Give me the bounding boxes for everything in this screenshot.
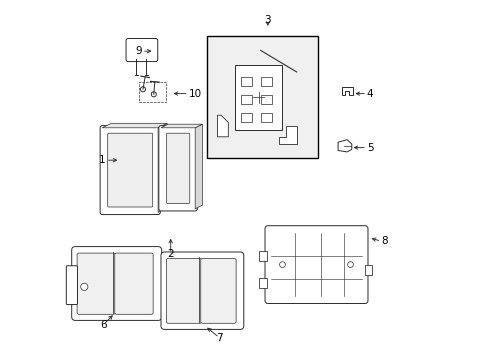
Circle shape	[140, 87, 145, 92]
Text: 3: 3	[264, 15, 271, 25]
Text: 4: 4	[366, 89, 373, 99]
Polygon shape	[158, 123, 167, 212]
Text: 1: 1	[99, 155, 106, 165]
Bar	[241, 95, 251, 104]
FancyBboxPatch shape	[161, 252, 244, 329]
Circle shape	[347, 262, 353, 267]
FancyBboxPatch shape	[107, 133, 152, 207]
FancyBboxPatch shape	[201, 258, 236, 323]
FancyBboxPatch shape	[166, 258, 202, 323]
FancyBboxPatch shape	[66, 266, 77, 305]
FancyBboxPatch shape	[264, 226, 367, 303]
Circle shape	[279, 262, 285, 267]
Bar	[139, 82, 166, 102]
Text: 5: 5	[366, 143, 373, 153]
Bar	[260, 77, 271, 86]
Polygon shape	[278, 126, 296, 144]
Bar	[365, 265, 371, 275]
FancyBboxPatch shape	[159, 126, 197, 211]
Bar	[241, 113, 251, 122]
Bar	[258, 251, 266, 261]
Polygon shape	[217, 115, 228, 137]
Polygon shape	[337, 140, 351, 152]
Bar	[258, 278, 266, 288]
FancyBboxPatch shape	[126, 39, 158, 62]
Text: 8: 8	[381, 236, 387, 246]
Bar	[206, 36, 318, 158]
FancyBboxPatch shape	[115, 253, 153, 314]
Text: 6: 6	[100, 320, 106, 330]
FancyBboxPatch shape	[72, 247, 162, 320]
FancyBboxPatch shape	[77, 253, 115, 314]
Text: 2: 2	[167, 249, 174, 259]
Polygon shape	[341, 87, 352, 95]
Polygon shape	[102, 123, 167, 128]
Bar	[260, 95, 271, 104]
Polygon shape	[161, 124, 202, 128]
Text: 7: 7	[216, 333, 222, 343]
Bar	[235, 65, 282, 130]
FancyBboxPatch shape	[100, 126, 160, 215]
FancyBboxPatch shape	[166, 133, 189, 203]
Circle shape	[151, 92, 156, 97]
Text: 10: 10	[188, 89, 202, 99]
Polygon shape	[195, 124, 202, 209]
Circle shape	[81, 283, 88, 291]
Bar	[241, 77, 251, 86]
Text: 9: 9	[135, 46, 142, 56]
Bar	[260, 113, 271, 122]
